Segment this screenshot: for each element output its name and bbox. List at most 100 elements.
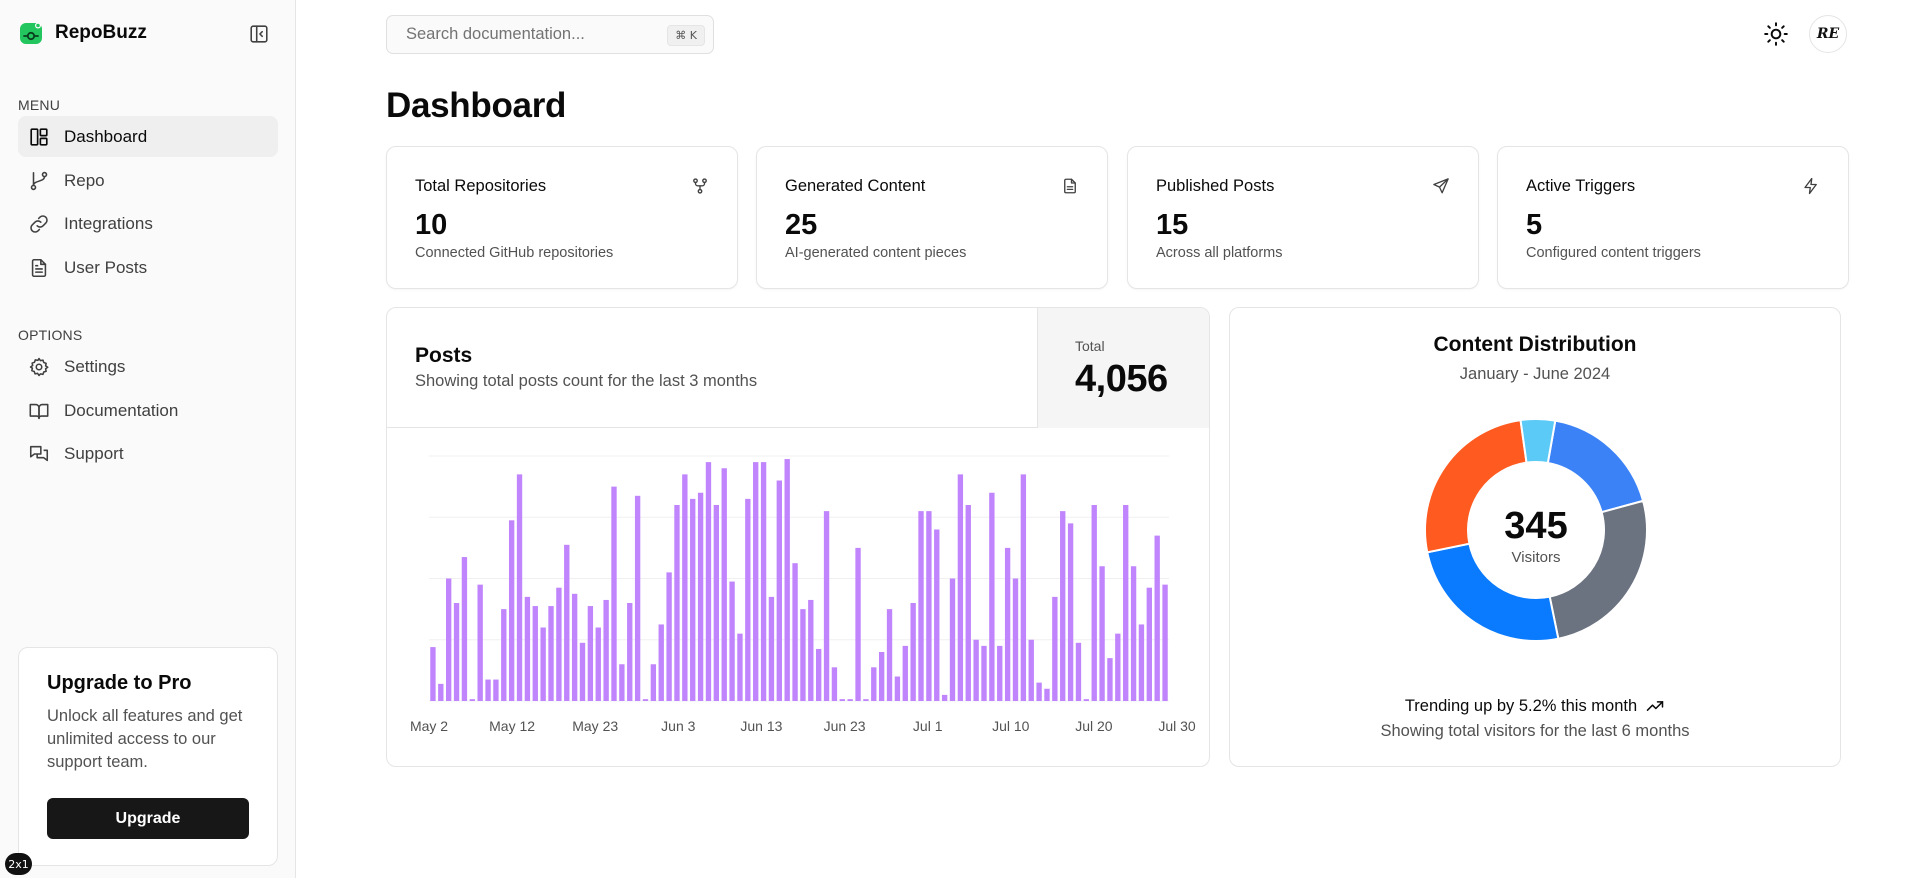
sidebar-item-user-posts[interactable]: User Posts (18, 247, 278, 288)
chart-bar (894, 676, 901, 701)
chart-bar (760, 462, 767, 702)
corner-badge[interactable]: 2x1 (5, 853, 32, 875)
chart-bar (1060, 511, 1066, 702)
chart-bar (564, 544, 570, 701)
search-shortcut-badge: ⌘ K (667, 25, 705, 46)
chart-bar (690, 498, 696, 702)
x-tick-label: May 12 (489, 718, 535, 734)
chart-bar (1020, 474, 1027, 702)
chart-bar (697, 492, 704, 701)
git-branch-icon (30, 171, 48, 190)
chart-bar (438, 683, 444, 701)
x-tick-label: Jun 13 (740, 718, 782, 734)
chart-bar (729, 581, 735, 701)
distribution-card: Content Distribution January - June 2024… (1229, 307, 1841, 767)
sun-icon[interactable] (1763, 21, 1789, 47)
distribution-footer: Showing total visitors for the last 6 mo… (1380, 722, 1690, 740)
chart-bar (1099, 566, 1105, 701)
sidebar-item-integrations[interactable]: Integrations (18, 203, 278, 244)
posts-card: Posts Showing total posts count for the … (386, 307, 1210, 767)
upgrade-button[interactable]: Upgrade (47, 798, 249, 839)
search-placeholder: Search documentation... (406, 25, 585, 43)
posts-total-box[interactable]: Total 4,056 (1037, 308, 1209, 428)
chart-bar (485, 679, 491, 701)
chart-bar (1130, 566, 1137, 701)
chart-bar (831, 667, 838, 701)
repobuzz-logo-icon (20, 22, 42, 44)
chart-bar (839, 699, 845, 701)
chart-bar (603, 599, 609, 701)
donut-slice (1519, 418, 1557, 465)
chart-bar (768, 596, 775, 702)
posts-title: Posts (415, 344, 473, 367)
document-icon (1064, 178, 1076, 194)
sidebar-item-settings[interactable]: Settings (18, 346, 278, 387)
chart-bar (1162, 584, 1168, 702)
chart-bar (650, 664, 657, 701)
chart-bar (997, 645, 1003, 702)
donut-center-value: 345 (1504, 505, 1567, 547)
chart-bar (1083, 699, 1090, 701)
stat-title: Published Posts (1156, 177, 1275, 195)
trend-row: Trending up by 5.2% this month (1230, 696, 1840, 716)
chart-bar (721, 468, 727, 701)
x-tick-label: May 2 (410, 718, 448, 734)
chart-bar (619, 664, 625, 701)
chart-bar (965, 505, 971, 701)
chart-bar (792, 563, 798, 701)
sidebar-item-dashboard[interactable]: Dashboard (18, 116, 278, 157)
chart-bar (627, 603, 633, 701)
chart-bar (776, 480, 782, 701)
chart-bar (847, 699, 853, 701)
brand[interactable]: RepoBuzz (19, 21, 147, 45)
chart-bar (666, 572, 672, 702)
chart-bar (556, 587, 562, 701)
x-tick-label: Jul 30 (1158, 718, 1196, 734)
chart-bar (737, 633, 743, 702)
chart-bar (957, 474, 964, 702)
chart-bar (1123, 505, 1129, 701)
send-icon (1433, 178, 1449, 194)
chart-bar (910, 603, 916, 701)
chart-bar (926, 511, 932, 702)
chart-bar (713, 505, 720, 701)
sidebar-collapse-icon[interactable] (248, 23, 270, 45)
search-input[interactable]: Search documentation... ⌘ K (386, 15, 714, 54)
chart-bar (1036, 682, 1042, 702)
chart-bar (1138, 624, 1145, 701)
chart-bar (446, 578, 452, 701)
chart-bar (918, 511, 924, 702)
chart-bar (705, 462, 712, 702)
sidebar-item-repo[interactable]: Repo (18, 160, 278, 201)
upgrade-card: Upgrade to Pro Unlock all features and g… (18, 647, 278, 866)
book-icon (29, 403, 49, 419)
stat-desc: Configured content triggers (1526, 245, 1701, 261)
sidebar-item-documentation[interactable]: Documentation (18, 390, 278, 431)
chart-bar (1091, 505, 1097, 701)
trend-text: Trending up by 5.2% this month (1404, 696, 1638, 715)
chart-bar (1044, 688, 1050, 701)
sidebar-item-label: Documentation (64, 400, 179, 420)
chart-bar (634, 495, 641, 701)
x-tick-label: May 23 (572, 718, 618, 734)
posts-subtitle: Showing total posts count for the last 3… (415, 372, 758, 390)
chart-bar (587, 606, 594, 701)
stat-card-active-triggers: Active Triggers 5 Configured content tri… (1497, 146, 1849, 289)
stat-card-generated-content: Generated Content 25 AI-generated conten… (756, 146, 1108, 289)
chart-bar (745, 498, 751, 702)
chat-icon (29, 445, 49, 461)
posts-bar-chart[interactable]: May 2 May 12 May 23 Jun 3 Jun 13 Jun 23 Jul 1 J… (387, 429, 1210, 767)
avatar[interactable]: RE (1809, 15, 1847, 53)
posts-total-value: 4,056 (1075, 358, 1168, 400)
chart-bar (524, 596, 531, 702)
chart-bar (461, 557, 468, 701)
sidebar-item-support[interactable]: Support (18, 433, 278, 474)
chart-bar (611, 486, 617, 702)
distribution-donut-chart[interactable]: 345 Visitors (1421, 415, 1651, 645)
stat-value: 25 (785, 209, 818, 241)
chart-bar (469, 699, 475, 701)
x-tick-label: Jul 1 (913, 718, 943, 734)
chart-bar (595, 627, 601, 701)
chart-bar (516, 474, 523, 702)
chart-bar (1004, 547, 1011, 702)
